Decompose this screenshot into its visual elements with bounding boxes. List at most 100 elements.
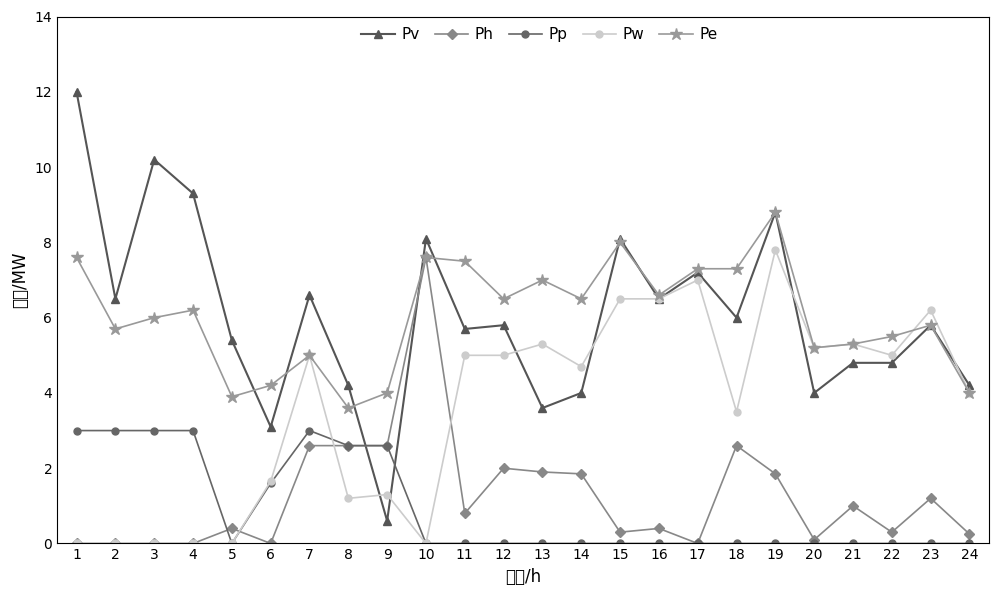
Pe [731, 265, 743, 272]
Pp [459, 540, 471, 547]
Pw [381, 491, 393, 498]
Ph [963, 531, 975, 538]
Pw [886, 352, 898, 359]
Pe [342, 404, 354, 411]
Pv [614, 235, 626, 242]
Pe [265, 382, 277, 389]
Pw [731, 408, 743, 416]
Pv [148, 156, 160, 163]
Line: Ph: Ph [73, 254, 973, 547]
Pw [498, 352, 510, 359]
Pp [303, 427, 315, 434]
Pw [808, 344, 820, 352]
Pw [71, 540, 83, 547]
Line: Pe: Pe [70, 206, 976, 414]
Pv [420, 235, 432, 242]
Pe [614, 239, 626, 246]
Pe [459, 258, 471, 265]
Pv [536, 404, 548, 411]
Pe [536, 276, 548, 284]
Pp [498, 540, 510, 547]
Pp [963, 540, 975, 547]
Line: Pp: Pp [73, 427, 973, 547]
Ph [342, 442, 354, 449]
Y-axis label: 功率/MW: 功率/MW [11, 252, 29, 308]
Ph [731, 442, 743, 449]
Pe [963, 389, 975, 396]
Pe [226, 393, 238, 400]
Pv [692, 269, 704, 276]
Pv [342, 382, 354, 389]
Pp [187, 427, 199, 434]
Ph [71, 540, 83, 547]
Ph [886, 528, 898, 536]
Ph [692, 540, 704, 547]
Ph [575, 470, 587, 478]
Pp [71, 427, 83, 434]
Ph [847, 502, 859, 509]
Ph [808, 536, 820, 543]
Pe [769, 209, 781, 216]
Pp [575, 540, 587, 547]
Ph [498, 464, 510, 472]
Pp [692, 540, 704, 547]
Ph [265, 540, 277, 547]
Pp [769, 540, 781, 547]
Pe [420, 254, 432, 261]
Pw [963, 389, 975, 396]
Pv [71, 88, 83, 96]
Pp [420, 540, 432, 547]
Pv [226, 337, 238, 344]
Pv [303, 291, 315, 298]
Pw [614, 296, 626, 303]
Legend: Pv, Ph, Pp, Pw, Pe: Pv, Ph, Pp, Pw, Pe [355, 21, 723, 48]
Pe [187, 307, 199, 314]
Pe [808, 344, 820, 352]
Pe [925, 322, 937, 329]
Pp [109, 427, 121, 434]
Pv [381, 518, 393, 525]
Ph [459, 510, 471, 517]
Pv [925, 322, 937, 329]
Pv [886, 359, 898, 367]
Pv [769, 209, 781, 216]
Pp [148, 427, 160, 434]
Pe [71, 254, 83, 261]
Pv [109, 296, 121, 303]
Pe [498, 296, 510, 303]
Pw [187, 540, 199, 547]
Ph [536, 469, 548, 476]
Pv [847, 359, 859, 367]
Pe [148, 314, 160, 321]
Pe [109, 325, 121, 333]
Line: Pw: Pw [73, 247, 973, 547]
Pp [886, 540, 898, 547]
Pw [420, 540, 432, 547]
Ph [226, 525, 238, 532]
Pw [342, 495, 354, 502]
Ph [148, 540, 160, 547]
Line: Pv: Pv [72, 88, 974, 525]
Pp [342, 442, 354, 449]
Pp [847, 540, 859, 547]
Ph [769, 470, 781, 478]
Pv [963, 382, 975, 389]
Pw [847, 340, 859, 347]
Pw [692, 276, 704, 284]
Pw [575, 363, 587, 370]
Ph [653, 525, 665, 532]
Pv [498, 322, 510, 329]
X-axis label: 时间/h: 时间/h [505, 568, 541, 586]
Pw [459, 352, 471, 359]
Pv [653, 296, 665, 303]
Pv [459, 325, 471, 333]
Pw [265, 478, 277, 485]
Ph [109, 540, 121, 547]
Pw [303, 352, 315, 359]
Ph [614, 528, 626, 536]
Pp [808, 540, 820, 547]
Pw [653, 296, 665, 303]
Pw [536, 340, 548, 347]
Pe [886, 333, 898, 340]
Pp [381, 442, 393, 449]
